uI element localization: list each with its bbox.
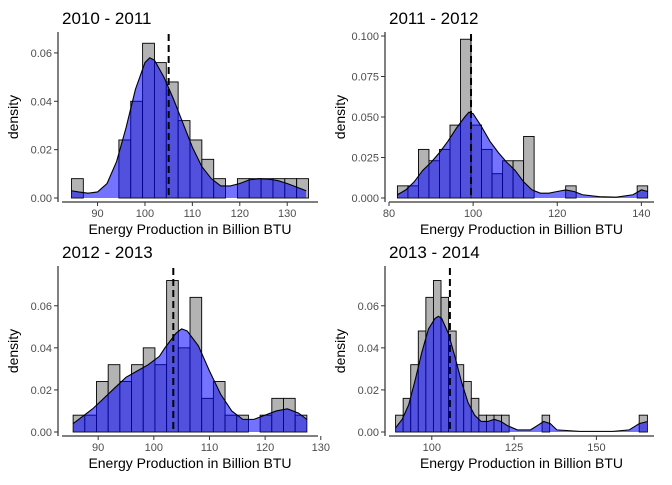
x-tick-label: 140 <box>632 208 650 220</box>
x-tick-label: 110 <box>184 208 202 220</box>
density-area <box>395 316 648 432</box>
panel-3: 2012 - 2013 90 100 110 120 130 0.00 0.02 0.04 0.0… <box>5 243 330 471</box>
y-tick-label: 0.075 <box>351 72 379 84</box>
x-tick-label: 90 <box>91 208 103 220</box>
x-tick-label: 130 <box>278 208 296 220</box>
panel-2: 2011 - 2012 80 100 120 140 0.000 0.025 0.050 0.0… <box>332 9 654 237</box>
y-tick-label: 0.04 <box>31 343 52 355</box>
y-tick-label: 0.02 <box>31 385 52 397</box>
y-tick-label: 0.06 <box>31 301 52 313</box>
density-curve <box>397 111 648 198</box>
y-axis-title: density <box>5 95 21 139</box>
density-area <box>397 112 648 198</box>
x-tick-label: 80 <box>383 208 395 220</box>
y-tick-label: 0.02 <box>31 145 52 157</box>
x-tick-label: 100 <box>136 208 154 220</box>
y-tick-label: 0.050 <box>351 112 379 124</box>
y-tick-label: 0.06 <box>358 301 379 313</box>
y-axis-title: density <box>332 95 348 139</box>
panel-title: 2013 - 2014 <box>389 243 480 262</box>
x-tick-label: 120 <box>256 442 274 454</box>
y-tick-label: 0.02 <box>358 385 379 397</box>
y-tick-label: 0.000 <box>351 193 379 205</box>
x-tick-label: 100 <box>464 208 482 220</box>
density-curve <box>71 57 307 194</box>
y-tick-label: 0.04 <box>358 343 379 355</box>
y-tick-label: 0.100 <box>351 31 379 43</box>
density-area <box>73 328 307 432</box>
y-tick-label: 0.04 <box>31 96 52 108</box>
x-tick-label: 120 <box>548 208 566 220</box>
density-curve <box>395 315 648 432</box>
y-axis-title: density <box>332 329 348 373</box>
panel-1: 2010 - 2011 90 100 110 120 130 0.00 0.02 0.04 0.0… <box>5 9 318 237</box>
density-curve <box>72 328 308 425</box>
x-axis-title: Energy Production in Billion BTU <box>420 455 623 471</box>
panel-title: 2010 - 2011 <box>62 9 151 28</box>
y-tick-label: 0.025 <box>351 153 379 165</box>
panel-title: 2011 - 2012 <box>389 9 478 28</box>
x-tick-label: 130 <box>312 442 330 454</box>
y-tick-label: 0.06 <box>31 48 52 60</box>
y-tick-label: 0.00 <box>31 427 52 439</box>
density-area <box>71 57 307 198</box>
panel-4: 2013 - 2014 100 125 150 0.00 0.02 0.04 0.06 Ener… <box>332 243 654 471</box>
x-tick-label: 150 <box>587 442 605 454</box>
y-axis-title: density <box>5 329 21 373</box>
x-tick-label: 100 <box>423 442 441 454</box>
y-tick-label: 0.00 <box>358 427 379 439</box>
y-tick-label: 0.00 <box>31 193 52 205</box>
x-axis-title: Energy Production in Billion BTU <box>88 221 291 237</box>
x-tick-label: 125 <box>505 442 523 454</box>
x-tick-label: 110 <box>201 442 219 454</box>
panel-title: 2012 - 2013 <box>62 243 153 262</box>
x-tick-label: 90 <box>92 442 104 454</box>
x-axis-title: Energy Production in Billion BTU <box>88 455 291 471</box>
x-axis-title: Energy Production in Billion BTU <box>420 221 623 237</box>
x-tick-label: 100 <box>145 442 163 454</box>
x-tick-label: 120 <box>231 208 249 220</box>
